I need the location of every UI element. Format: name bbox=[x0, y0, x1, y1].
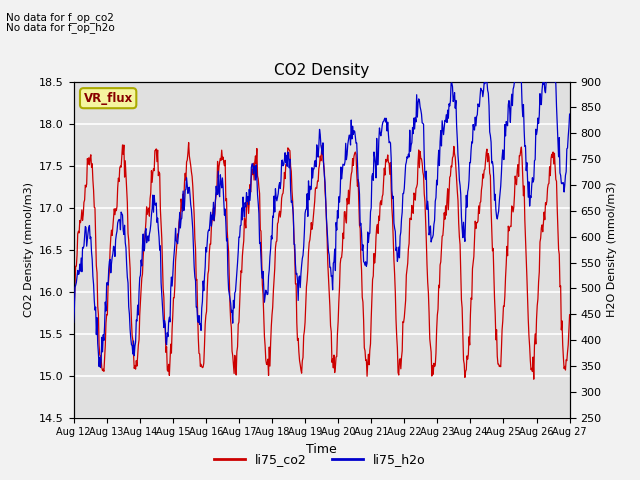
Y-axis label: H2O Density (mmol/m3): H2O Density (mmol/m3) bbox=[607, 182, 617, 317]
Title: CO2 Density: CO2 Density bbox=[274, 63, 369, 78]
X-axis label: Time: Time bbox=[306, 443, 337, 456]
Y-axis label: CO2 Density (mmol/m3): CO2 Density (mmol/m3) bbox=[24, 182, 33, 317]
Text: No data for f_op_co2: No data for f_op_co2 bbox=[6, 12, 115, 23]
Text: No data for f_op_h2o: No data for f_op_h2o bbox=[6, 22, 115, 33]
Text: VR_flux: VR_flux bbox=[84, 92, 132, 105]
Legend: li75_co2, li75_h2o: li75_co2, li75_h2o bbox=[209, 448, 431, 471]
